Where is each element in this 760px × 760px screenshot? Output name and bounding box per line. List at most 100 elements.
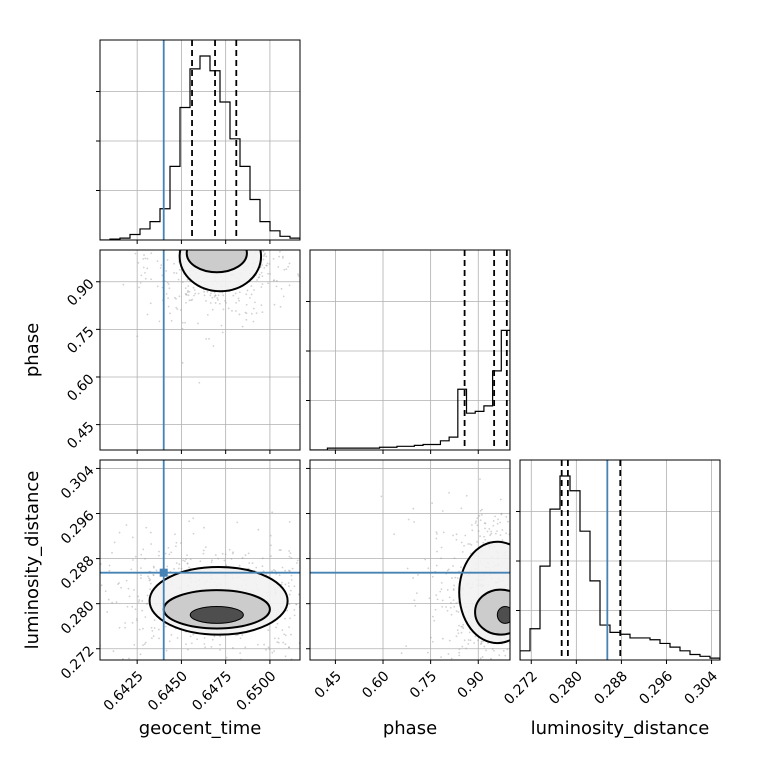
- sample-point: [547, 597, 549, 599]
- sample-point: [195, 237, 197, 239]
- sample-point: [523, 539, 525, 541]
- sample-point: [180, 247, 182, 249]
- sample-point: [521, 562, 523, 564]
- sample-point: [284, 569, 287, 572]
- x-tick-label: 0.304: [681, 668, 721, 708]
- sample-point: [200, 213, 202, 215]
- sample-point: [191, 298, 194, 301]
- sample-point: [260, 237, 262, 239]
- sample-point: [199, 231, 201, 233]
- sample-point: [450, 657, 453, 660]
- sample-point: [573, 611, 575, 613]
- sample-point: [177, 278, 180, 281]
- sample-point: [189, 635, 192, 638]
- sample-point: [569, 537, 571, 539]
- sample-point: [564, 536, 566, 538]
- sample-point: [173, 567, 175, 570]
- sample-point: [128, 657, 130, 660]
- sample-point: [229, 194, 231, 196]
- sample-point: [199, 232, 201, 234]
- sample-point: [203, 231, 205, 233]
- sample-point: [192, 517, 195, 520]
- sample-point: [218, 228, 220, 230]
- sample-point: [489, 534, 492, 537]
- sample-point: [430, 636, 432, 639]
- sample-point: [541, 597, 543, 599]
- y-axis-label-phase: phase: [22, 323, 43, 377]
- sample-point: [231, 226, 233, 228]
- sample-point: [557, 623, 559, 625]
- sample-point: [341, 642, 343, 644]
- sample-point: [518, 618, 520, 620]
- sample-point: [222, 243, 224, 245]
- sample-point: [510, 679, 512, 681]
- panel-frame: [99, 249, 301, 451]
- sample-point: [191, 236, 193, 238]
- scatter-panel-geocent_time-vs-luminosity_distance: 0.2720.2800.2880.2960.3040.64250.64500.6…: [54, 459, 388, 714]
- sample-point: [150, 278, 152, 281]
- sample-point: [181, 362, 184, 364]
- sample-point: [183, 560, 186, 563]
- sample-point: [533, 586, 535, 588]
- sample-point: [278, 255, 281, 258]
- sample-point: [547, 580, 549, 582]
- sample-point: [227, 307, 230, 310]
- sample-point: [453, 584, 455, 587]
- sample-point: [149, 578, 152, 581]
- sample-point: [142, 627, 144, 630]
- sample-point: [205, 207, 207, 209]
- sample-point: [220, 223, 222, 225]
- sample-point: [495, 671, 497, 673]
- sample-point: [468, 670, 470, 672]
- sample-point: [154, 218, 156, 220]
- sample-point: [273, 209, 275, 211]
- sample-point: [231, 552, 234, 555]
- sample-point: [513, 598, 515, 600]
- sample-point: [303, 583, 305, 585]
- sample-point: [511, 495, 513, 497]
- sample-point: [92, 219, 94, 221]
- sample-point: [490, 530, 493, 533]
- sample-point: [316, 612, 318, 614]
- sample-point: [104, 590, 107, 593]
- sample-point: [467, 643, 470, 645]
- sample-point: [221, 331, 224, 334]
- sample-point: [431, 575, 434, 578]
- sample-point: [546, 580, 548, 582]
- sample-point: [214, 554, 217, 556]
- sample-point: [518, 662, 520, 664]
- sample-point: [238, 291, 241, 294]
- sample-point: [169, 247, 171, 249]
- sample-point: [319, 601, 321, 603]
- sample-point: [545, 599, 547, 601]
- sample-point: [126, 605, 129, 608]
- sample-point: [200, 213, 202, 215]
- sample-point: [225, 301, 227, 304]
- sample-point: [167, 305, 170, 308]
- sample-point: [517, 593, 519, 595]
- sample-point: [184, 242, 186, 244]
- sample-point: [346, 599, 348, 601]
- sample-point: [496, 522, 499, 525]
- sample-point: [252, 182, 254, 184]
- sample-point: [54, 618, 56, 620]
- sample-point: [83, 587, 85, 589]
- sample-point: [386, 622, 388, 624]
- sample-point: [176, 246, 178, 248]
- sample-point: [194, 247, 196, 249]
- sample-point: [514, 646, 516, 648]
- sample-point: [527, 603, 529, 605]
- sample-point: [569, 591, 571, 593]
- sample-point: [141, 600, 144, 602]
- sample-point: [413, 599, 416, 602]
- sample-point: [516, 571, 518, 573]
- sample-point: [557, 587, 559, 589]
- sample-point: [279, 250, 281, 253]
- sample-point: [544, 607, 546, 609]
- sample-point: [284, 583, 287, 586]
- sample-point: [515, 565, 517, 567]
- sample-point: [555, 590, 557, 592]
- sample-point: [220, 217, 222, 219]
- sample-point: [448, 491, 450, 494]
- sample-point: [212, 223, 214, 225]
